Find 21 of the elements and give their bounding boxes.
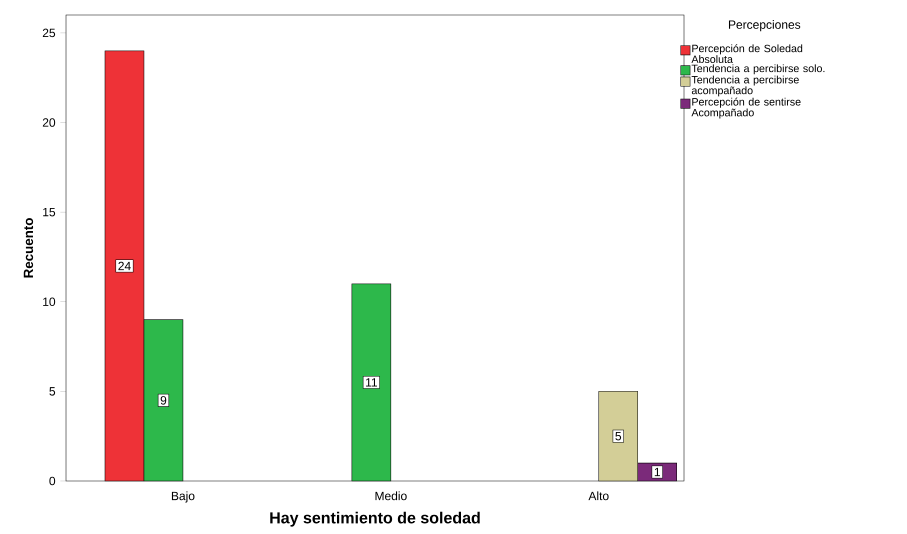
x-tick-label: Medio — [376, 491, 407, 500]
legend-label: Tendencia a percibirse acompañado — [692, 76, 799, 96]
data-label: 11 — [366, 378, 378, 387]
legend-title: Percepciones — [728, 20, 800, 32]
x-tick-label: Bajo — [172, 491, 194, 503]
y-tick-label: 15 — [43, 208, 56, 216]
x-axis-title: Hay sentimiento de soledad — [270, 512, 480, 527]
legend-label: Tendencia a percibirse solo. — [692, 64, 824, 74]
y-tick-label: 0 — [49, 476, 56, 486]
y-tick-label: 25 — [42, 28, 56, 38]
data-label: 24 — [118, 262, 131, 270]
data-label: 9 — [160, 396, 166, 405]
y-tick-label: 20 — [42, 118, 56, 127]
legend-label: Percepción de sentirse Acompañado — [691, 98, 801, 118]
x-tick-label: Alto — [588, 491, 609, 500]
data-label: 5 — [615, 432, 622, 440]
legend-label: Percepción de Soledad Absoluta — [691, 44, 802, 64]
y-tick-label: 10 — [43, 298, 56, 306]
y-axis-title: Recuento — [24, 218, 34, 278]
y-tick-label: 5 — [49, 387, 56, 396]
data-label: 1 — [654, 468, 660, 476]
